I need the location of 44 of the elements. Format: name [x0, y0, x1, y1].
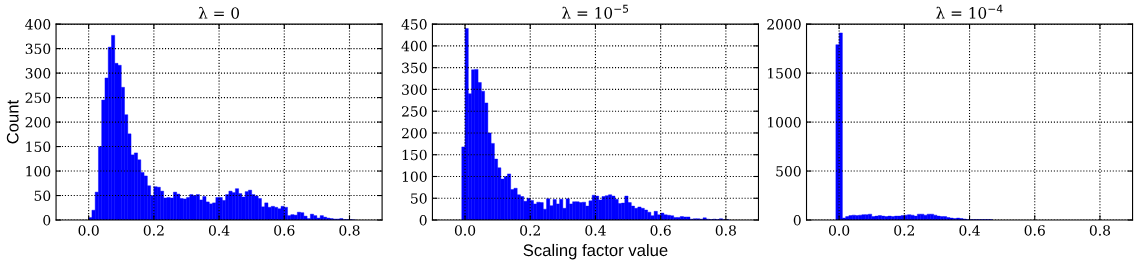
- chart-title: λ = 10$^{−4}$: [936, 4, 1003, 19]
- y-tick-label: 300: [402, 84, 427, 95]
- y-tick-label: 400: [25, 19, 51, 30]
- x-tick-label: 0.2: [520, 225, 540, 236]
- y-tick-label: 1500: [768, 68, 801, 79]
- y-tick-label: 150: [402, 149, 427, 161]
- chart-title: λ = 10$^{−5}$: [562, 4, 629, 19]
- y-tick-label: 0: [43, 215, 51, 226]
- x-tick-label: 0.6: [650, 225, 671, 236]
- y-tick-label: 200: [402, 127, 427, 139]
- x-tick-label: 0.4: [585, 225, 606, 236]
- x-tick-label: 0.8: [339, 225, 360, 236]
- y-tick-label: 250: [25, 92, 51, 104]
- x-tick-label: 0.2: [143, 225, 164, 236]
- x-tick-label: 0.2: [894, 225, 915, 236]
- x-tick-label: 0.0: [454, 225, 476, 236]
- y-tick-label: 500: [776, 166, 801, 177]
- x-tick-label: 0.4: [208, 225, 230, 236]
- x-tick-label: 0.6: [274, 225, 295, 236]
- chart-title: λ = 0: [198, 6, 240, 19]
- x-tick-label: 0.8: [1089, 225, 1111, 236]
- x-tick-label: 0.0: [78, 225, 99, 236]
- y-tick-label: 350: [402, 62, 427, 74]
- y-tick-label: 100: [402, 171, 427, 182]
- y-tick-label: 350: [25, 43, 51, 55]
- y-tick-label: 100: [26, 166, 51, 177]
- y-tick-label: 400: [401, 40, 427, 52]
- y-tick-label: 50: [411, 193, 427, 204]
- y-tick-label: 250: [402, 106, 427, 117]
- y-axis-title: Count: [6, 99, 19, 144]
- y-tick-label: 200: [25, 117, 51, 128]
- x-tick-label: 0.4: [959, 225, 980, 236]
- y-tick-label: 1000: [768, 117, 801, 128]
- x-tick-label: 0.8: [715, 225, 736, 236]
- x-tick-label: 0.6: [1024, 225, 1045, 236]
- y-tick-label: 0: [419, 215, 427, 226]
- y-tick-label: 300: [25, 68, 51, 79]
- x-tick-label: 0.0: [829, 225, 850, 236]
- y-tick-label: 2000: [767, 19, 801, 30]
- x-axis-title: Scaling factor value: [523, 243, 668, 260]
- y-tick-label: 450: [401, 19, 427, 30]
- y-tick-label: 150: [26, 141, 51, 153]
- y-tick-label: 50: [34, 190, 51, 202]
- y-tick-label: 0: [793, 215, 801, 226]
